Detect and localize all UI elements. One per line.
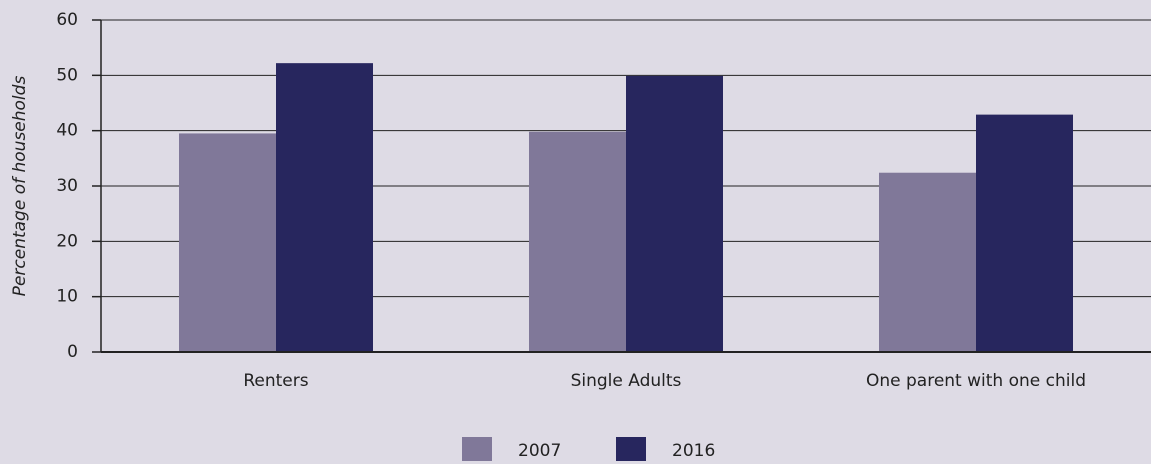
y-tick-label: 0 [67, 342, 78, 362]
bar [276, 63, 373, 352]
legend-label: 2016 [672, 441, 715, 461]
y-tick-label: 50 [56, 65, 78, 85]
y-axis-title: Percentage of households [10, 76, 30, 297]
bar [879, 172, 976, 352]
y-tick-label: 30 [56, 176, 78, 196]
x-tick-label: Renters [243, 371, 308, 391]
legend-swatch [462, 437, 492, 461]
legend-swatch [616, 437, 646, 461]
x-tick-label: One parent with one child [866, 371, 1086, 391]
bar [529, 131, 626, 352]
bar [179, 133, 276, 352]
y-tick-label: 20 [56, 231, 78, 251]
legend-label: 2007 [518, 441, 561, 461]
bar [976, 114, 1073, 353]
y-tick-label: 10 [56, 287, 78, 307]
y-tick-label: 40 [56, 121, 78, 141]
y-tick-label: 60 [56, 10, 78, 30]
bar [626, 75, 723, 353]
x-tick-label: Single Adults [571, 371, 682, 391]
